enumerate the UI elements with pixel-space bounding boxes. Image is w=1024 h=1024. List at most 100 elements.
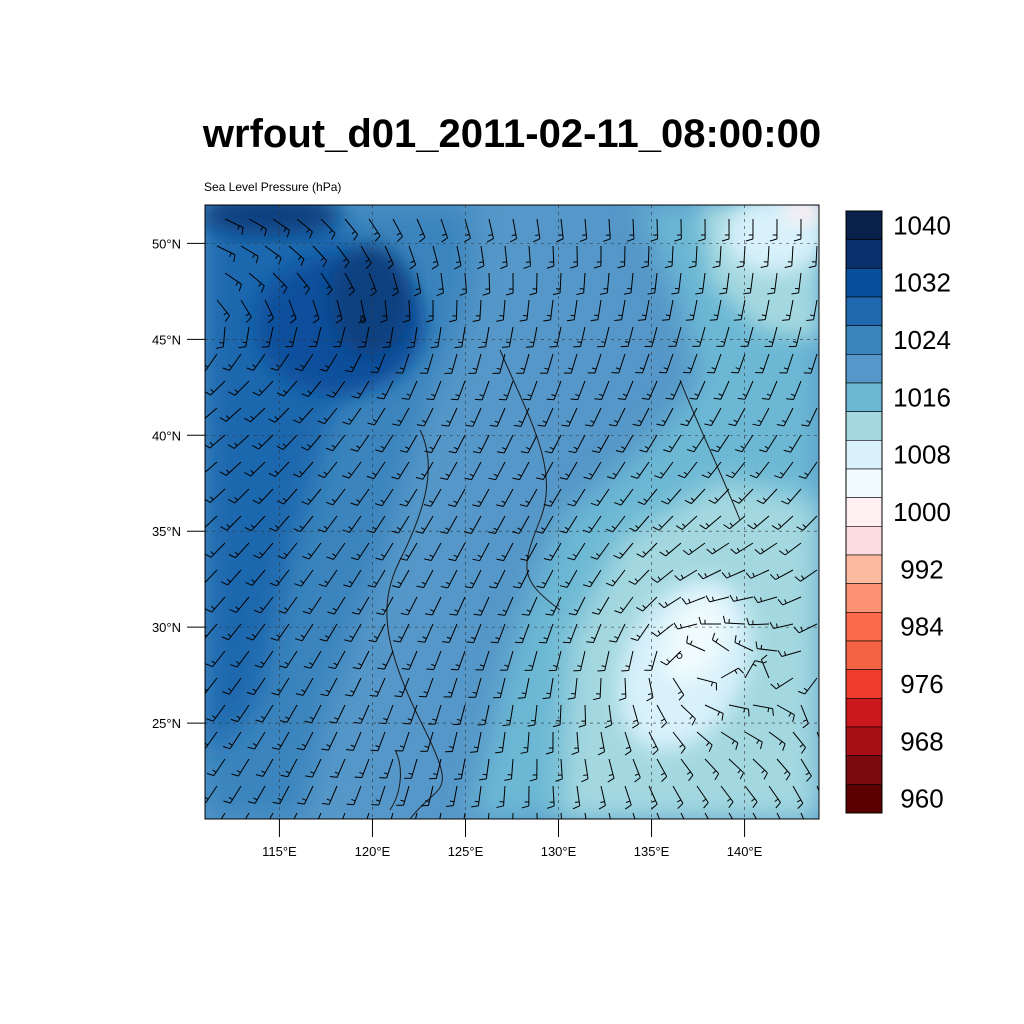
wind-barb bbox=[443, 677, 458, 698]
wind-barb bbox=[252, 488, 274, 504]
wind-barb bbox=[720, 667, 744, 679]
wind-barb bbox=[223, 785, 242, 804]
wind-barb bbox=[777, 596, 802, 606]
wind-barb bbox=[547, 785, 555, 809]
wind-barb bbox=[624, 731, 632, 756]
wind-barb bbox=[504, 758, 514, 781]
lon-tick-label: 120°E bbox=[355, 844, 391, 859]
wind-barb bbox=[764, 326, 778, 348]
wind-barb bbox=[444, 353, 458, 374]
wind-barb bbox=[581, 758, 589, 783]
wind-barb bbox=[500, 245, 508, 270]
wind-barb bbox=[470, 731, 482, 753]
wind-barb bbox=[231, 758, 250, 777]
colorbar-swatch bbox=[845, 239, 883, 269]
wind-barb bbox=[502, 704, 514, 727]
wind-barb bbox=[496, 542, 514, 562]
wind-barb bbox=[555, 758, 563, 782]
wind-barb bbox=[220, 569, 242, 586]
wind-barb bbox=[253, 596, 274, 614]
wind-barb bbox=[317, 461, 338, 479]
wind-barb bbox=[244, 461, 266, 477]
wind-barb bbox=[335, 299, 343, 324]
wind-barb bbox=[272, 785, 290, 805]
wind-barb bbox=[636, 542, 658, 558]
wind-barb bbox=[352, 650, 370, 670]
wind-barb bbox=[344, 218, 359, 241]
wind-barb bbox=[468, 353, 482, 374]
wind-barb bbox=[358, 299, 366, 324]
wind-barb bbox=[704, 704, 724, 721]
wind-barb bbox=[590, 488, 610, 507]
wind-barb bbox=[744, 660, 763, 679]
wind-barb bbox=[624, 785, 632, 810]
wind-barb bbox=[295, 677, 314, 696]
wind-barb bbox=[415, 461, 434, 480]
wind-barb bbox=[228, 488, 250, 504]
lat-tick-label: 25°N bbox=[152, 716, 181, 731]
wind-barb bbox=[367, 407, 386, 426]
wind-barb bbox=[391, 515, 410, 534]
wind-barb bbox=[769, 621, 794, 629]
wind-barb bbox=[613, 542, 634, 559]
wind-barb bbox=[743, 272, 754, 295]
wind-barb bbox=[473, 596, 490, 616]
wind-barb bbox=[632, 407, 650, 427]
wind-barb bbox=[220, 515, 242, 531]
wind-barb bbox=[350, 434, 370, 452]
wind-barb bbox=[521, 596, 538, 616]
wind-barb bbox=[269, 569, 290, 587]
wind-barb bbox=[578, 704, 587, 728]
wind-barb bbox=[771, 515, 794, 530]
wind-barb bbox=[449, 596, 466, 616]
wind-barb bbox=[222, 353, 242, 371]
wind-barb bbox=[392, 218, 403, 243]
wind-barb bbox=[440, 515, 458, 534]
wind-barb bbox=[245, 569, 266, 586]
wind-barb bbox=[585, 407, 602, 427]
wind-barb bbox=[583, 461, 602, 480]
wind-barb bbox=[375, 542, 394, 561]
wind-barb bbox=[671, 272, 682, 295]
wind-barb bbox=[590, 542, 610, 560]
wind-barb bbox=[333, 326, 346, 348]
wind-barb bbox=[427, 704, 442, 725]
wind-barb bbox=[429, 758, 442, 780]
wind-barb bbox=[441, 623, 458, 643]
wind-barb bbox=[682, 542, 706, 556]
wind-barb bbox=[796, 515, 818, 531]
wind-barb bbox=[343, 569, 362, 588]
wind-barb bbox=[767, 272, 778, 295]
wind-barb bbox=[520, 542, 538, 562]
wind-barb bbox=[328, 650, 346, 670]
wind-barb bbox=[556, 218, 564, 243]
wind-barb bbox=[472, 434, 490, 454]
wind-barb bbox=[744, 785, 758, 809]
wind-barb bbox=[350, 542, 370, 561]
wind-barb bbox=[296, 731, 314, 751]
wind-barb bbox=[255, 758, 274, 777]
wind-barb bbox=[776, 812, 781, 819]
wind-barb bbox=[644, 326, 658, 347]
wind-barb bbox=[646, 677, 654, 702]
wind-barb bbox=[684, 488, 706, 505]
wind-barb bbox=[543, 299, 554, 322]
wind-barb bbox=[567, 542, 586, 561]
wind-barb bbox=[695, 272, 706, 295]
wind-barb bbox=[648, 785, 658, 810]
colorbar-label: 976 bbox=[900, 669, 943, 699]
wind-barb bbox=[472, 542, 490, 562]
wind-barb bbox=[370, 353, 386, 374]
map-axes: 25°N 30°N 35°N 40°N 45°N 50°N 115°E 120°E 125°E 1… bbox=[152, 236, 763, 859]
wind-barb bbox=[630, 461, 650, 479]
wind-barb bbox=[603, 218, 611, 242]
wind-barb bbox=[219, 407, 242, 422]
wind-barb bbox=[654, 461, 674, 479]
wind-barb bbox=[351, 596, 370, 615]
wind-barb bbox=[618, 380, 634, 400]
colorbar-frame bbox=[845, 210, 883, 814]
wind-barb bbox=[302, 542, 322, 560]
wind-barb bbox=[552, 272, 562, 296]
wind-barb bbox=[782, 299, 794, 321]
colorbar-swatch bbox=[845, 382, 883, 412]
